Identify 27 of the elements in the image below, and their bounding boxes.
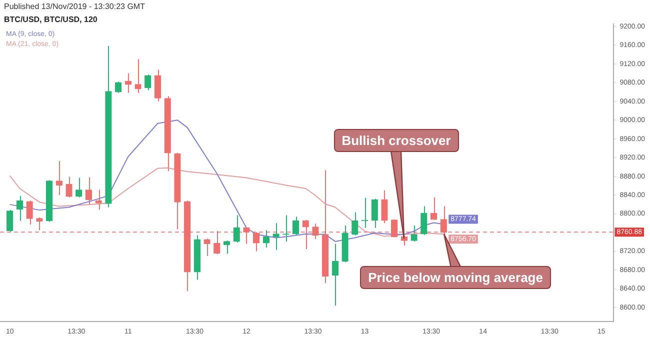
candlestick — [95, 189, 102, 210]
chart-subtitle: Published 13/Nov/2019 - 13:30:23 GMT — [4, 2, 146, 11]
candlestick — [154, 69, 162, 102]
candlestick — [272, 222, 280, 250]
candlestick — [332, 243, 339, 306]
candlestick — [233, 214, 240, 243]
candlestick — [243, 226, 250, 244]
candlestick — [56, 160, 62, 196]
candlestick — [352, 212, 358, 236]
candlestick — [420, 206, 428, 236]
chart-title: BTC/USD, BTC/USD, 120 — [4, 15, 98, 24]
candlestick — [204, 238, 210, 256]
candlestick — [223, 240, 230, 254]
candlestick — [26, 200, 33, 226]
candlestick — [302, 219, 309, 250]
candlestick — [144, 74, 152, 91]
candlestick — [66, 176, 72, 198]
candlestick — [381, 190, 388, 224]
candlestick — [6, 210, 14, 232]
annotation: Price below moving average — [360, 266, 551, 290]
candlestick — [292, 216, 300, 236]
candlestick — [430, 196, 438, 220]
candlestick — [440, 206, 447, 236]
annotation: Bullish crossover — [334, 129, 459, 152]
candlestick — [371, 198, 378, 228]
candlestick — [124, 72, 132, 94]
candlestick — [134, 58, 142, 94]
